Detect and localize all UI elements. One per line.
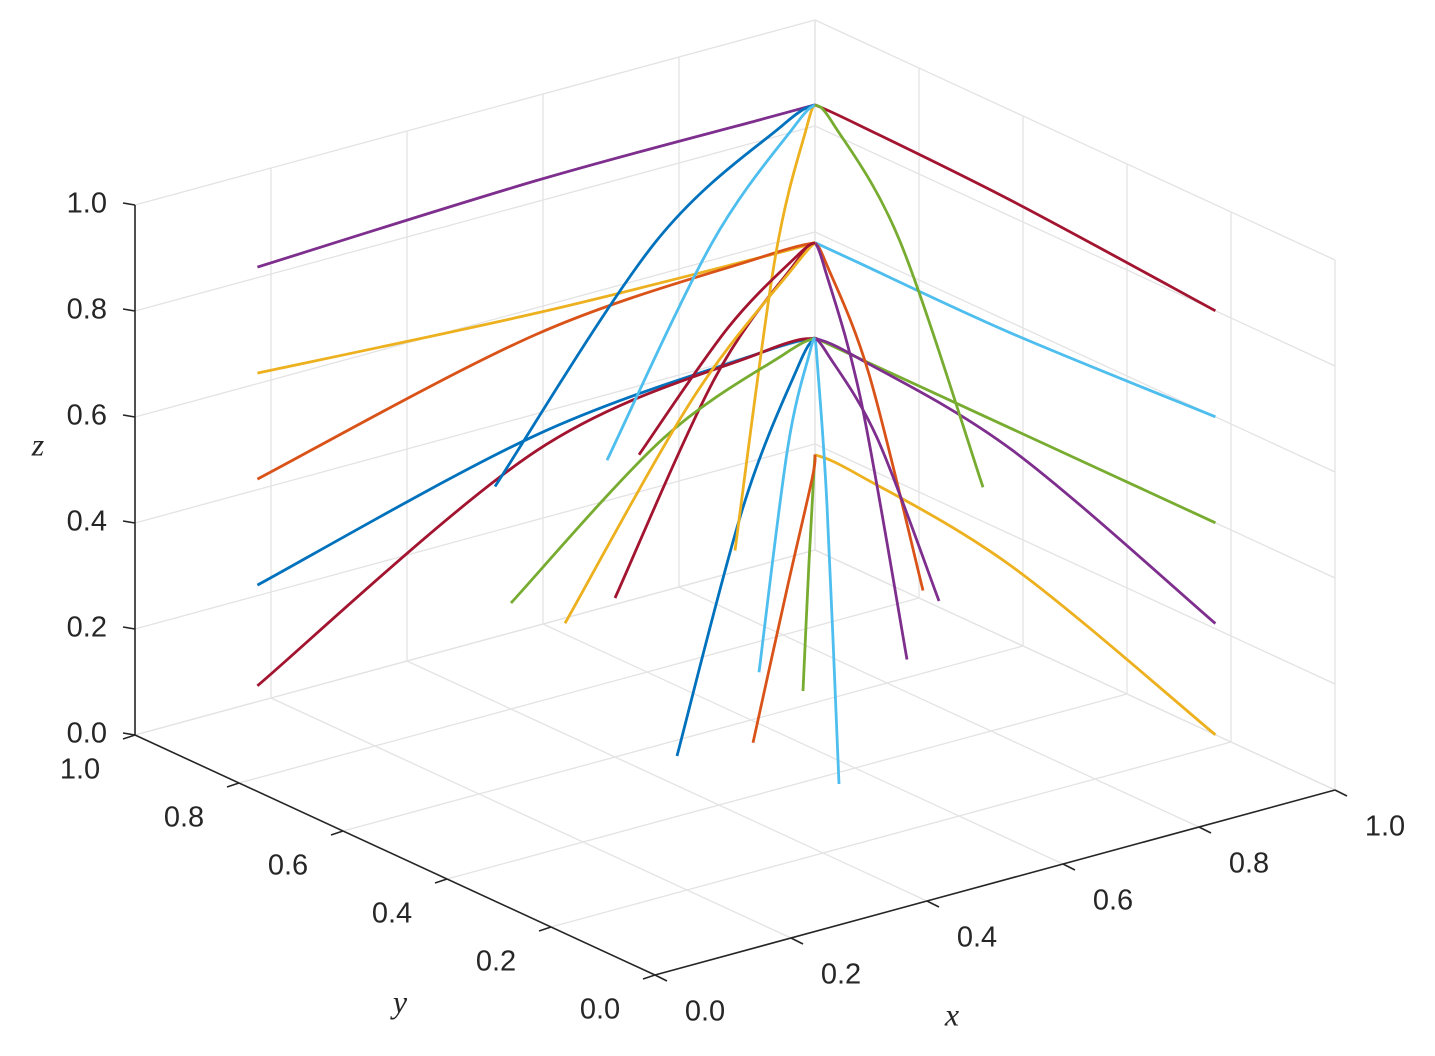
grid-line [678, 586, 1200, 828]
grid-line [814, 125, 1336, 367]
trajectory [813, 337, 841, 785]
trajectory [814, 103, 1217, 313]
tick-mark [226, 782, 240, 788]
z-tick-label: 0.8 [67, 294, 107, 326]
tick-mark [926, 900, 940, 908]
tick-mark [122, 732, 136, 736]
trajectory [637, 241, 816, 456]
grid-line [342, 645, 1024, 832]
grid-line [406, 660, 928, 902]
trajectory [814, 453, 1217, 736]
z-tick-label: 0.6 [67, 400, 107, 432]
trajectory [256, 336, 816, 687]
trajectory [563, 241, 817, 624]
tick-mark [122, 734, 136, 740]
tick-mark [538, 926, 552, 932]
tick-mark [122, 308, 136, 312]
trajectory [814, 241, 1216, 419]
grid-line [550, 741, 1232, 928]
trajectory [813, 241, 925, 591]
grid-line [446, 693, 1128, 880]
tick-mark [1334, 789, 1348, 797]
trajectory [813, 103, 985, 488]
tick-mark [654, 974, 668, 982]
grid-line [134, 125, 816, 312]
grid-line [814, 231, 1336, 473]
z-axis-title: z [31, 426, 45, 462]
grid-line [814, 443, 1336, 685]
trajectory [509, 336, 816, 604]
x-tick-label: 0.2 [821, 959, 861, 991]
grid-line [134, 549, 816, 736]
trajectory [814, 336, 1217, 625]
z-tick-label: 1.0 [67, 188, 107, 220]
trajectory [613, 241, 817, 599]
x-tick-label: 1.0 [1365, 811, 1405, 843]
trajectory [751, 454, 817, 744]
axis-line [134, 734, 656, 976]
grid-line [542, 623, 1064, 865]
trajectory [733, 104, 817, 551]
grid-line [814, 549, 1336, 791]
grid-line [134, 19, 816, 206]
trajectory [813, 337, 941, 602]
trajectory [757, 336, 817, 673]
tick-mark [434, 878, 448, 884]
tick-mark [122, 202, 136, 206]
tick-mark [642, 974, 656, 980]
tick-mark [1062, 863, 1076, 871]
tick-mark [790, 937, 804, 945]
trajectory [605, 103, 817, 461]
z-tick-label: 0.2 [67, 612, 107, 644]
z-tick-label: 0.4 [67, 506, 107, 538]
tick-mark [1198, 826, 1212, 834]
grid-line [238, 597, 920, 784]
y-tick-label: 1.0 [60, 754, 100, 786]
tick-mark [122, 520, 136, 524]
x-tick-label: 0.8 [1229, 848, 1269, 880]
axes [122, 202, 1348, 982]
trajectory [675, 337, 817, 757]
x-tick-label: 0.4 [957, 922, 997, 954]
x-tick-label: 0.6 [1093, 885, 1133, 917]
trajectory [813, 242, 909, 660]
tick-mark [330, 830, 344, 836]
z-tick-label: 0.0 [67, 718, 107, 750]
grid-line [134, 337, 816, 524]
x-tick-label: 0.0 [685, 996, 725, 1028]
y-axis-title: y [390, 983, 408, 1019]
y-tick-label: 0.6 [268, 850, 308, 882]
y-tick-label: 0.0 [580, 994, 620, 1026]
trajectory [256, 103, 816, 269]
y-tick-label: 0.4 [372, 898, 412, 930]
grid-line [134, 443, 816, 630]
trajectory [493, 103, 816, 488]
axis-line [654, 789, 1336, 976]
grid-line [814, 19, 1336, 261]
x-axis-title: x [944, 996, 959, 1032]
tick-mark [122, 626, 136, 630]
y-tick-label: 0.8 [164, 802, 204, 834]
tick-mark [122, 414, 136, 418]
grid-line [270, 697, 792, 939]
y-tick-label: 0.2 [476, 946, 516, 978]
grid-line [134, 231, 816, 418]
